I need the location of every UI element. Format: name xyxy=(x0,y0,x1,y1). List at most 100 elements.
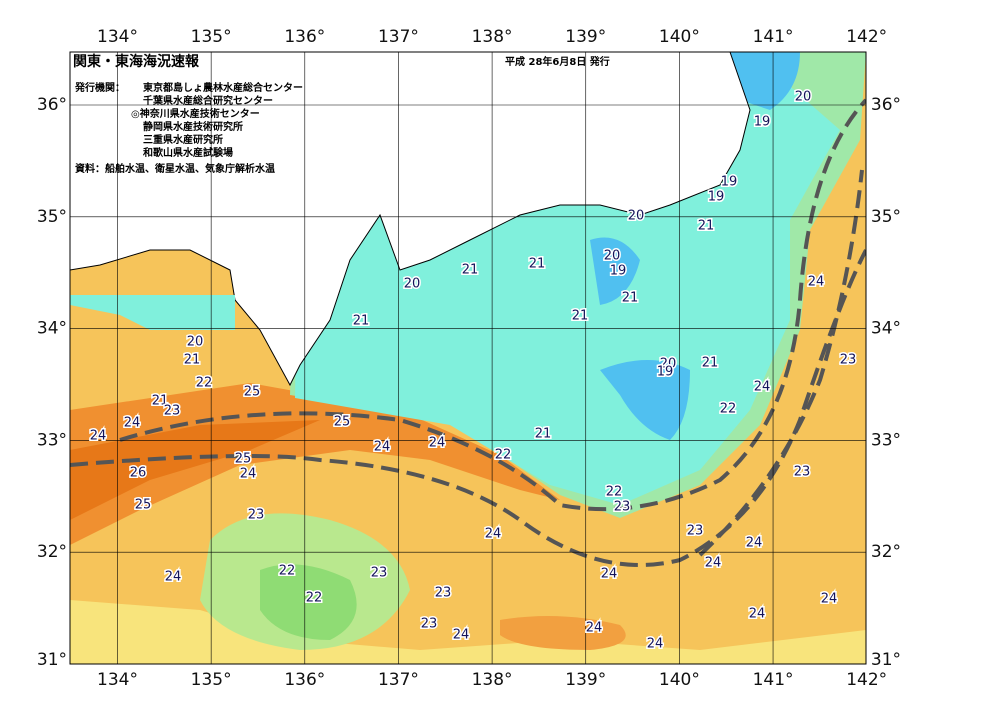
lon-label: 140° xyxy=(659,670,700,690)
kuroshio-core xyxy=(70,420,320,520)
contour-label: 21 xyxy=(152,394,169,409)
contour-label: 20 xyxy=(628,209,645,224)
contour-label: 20 xyxy=(404,277,421,292)
kuroshio xyxy=(70,383,560,545)
contour-label: 23 xyxy=(248,508,265,523)
contour-label: 21 xyxy=(702,356,719,371)
lat-label: 36° xyxy=(37,95,67,115)
sea-layers xyxy=(70,52,866,664)
contour-label: 24 xyxy=(746,536,763,551)
contour-label: 24 xyxy=(374,440,391,455)
issuer: ◎神奈川県水産技術センター xyxy=(131,107,260,120)
lon-label: 142° xyxy=(846,27,887,47)
contour-label: 21 xyxy=(535,427,552,442)
lat-label: 36° xyxy=(871,95,901,115)
contour-label: 24 xyxy=(601,567,618,582)
lon-label: 134° xyxy=(97,27,138,47)
contour-label: 24 xyxy=(124,416,141,431)
contour-label: 19 xyxy=(721,175,738,190)
contour-label: 23 xyxy=(840,353,857,368)
contour-label: 24 xyxy=(754,380,771,395)
lon-label: 141° xyxy=(753,670,794,690)
lon-label: 136° xyxy=(284,27,325,47)
contour-label: 24 xyxy=(647,637,664,652)
issuer: 三重県水産研究所 xyxy=(143,133,223,146)
contour-label: 22 xyxy=(495,448,512,463)
contour-label: 24 xyxy=(453,628,470,643)
source: 資料：船舶水温、衛星水温、気象庁解析水温 xyxy=(75,162,275,175)
contour-label: 21 xyxy=(572,309,589,324)
contour-label: 21 xyxy=(622,291,639,306)
contour-label: 21 xyxy=(529,257,546,272)
lon-label: 141° xyxy=(753,27,794,47)
land xyxy=(70,52,751,387)
lat-label: 34° xyxy=(37,319,67,339)
lon-label: 139° xyxy=(565,27,606,47)
lon-label: 137° xyxy=(378,670,419,690)
contour-label: 25 xyxy=(334,415,351,430)
lat-label: 33° xyxy=(871,430,901,450)
contour-label: 23 xyxy=(435,586,452,601)
date: 平成 28年6月8日 発行 xyxy=(505,55,610,68)
lon-label: 135° xyxy=(191,27,232,47)
contour-label: 24 xyxy=(705,556,722,571)
lon-label: 137° xyxy=(378,27,419,47)
lon-label: 138° xyxy=(472,27,513,47)
contour-label: 21 xyxy=(184,353,201,368)
lon-label: 138° xyxy=(472,670,513,690)
contour-label: 22 xyxy=(306,591,323,606)
sea-orange-patch xyxy=(500,616,626,650)
issuer: 東京都島しょ農林水産総合センター xyxy=(143,81,303,94)
sea-blue xyxy=(590,52,800,440)
contour-label: 24 xyxy=(165,570,182,585)
contour-label: 19 xyxy=(754,115,771,130)
contour-label: 21 xyxy=(462,263,479,278)
contour-label: 23 xyxy=(614,500,631,515)
contour-label: 26 xyxy=(130,466,147,481)
lat-label: 32° xyxy=(871,542,901,562)
lat-label: 32° xyxy=(37,542,67,562)
lon-label: 136° xyxy=(284,670,325,690)
contour-label: 25 xyxy=(135,498,152,513)
lon-label: 140° xyxy=(659,27,700,47)
contour-label: 22 xyxy=(196,376,213,391)
issuer: 千葉県水産総合研究センター xyxy=(143,94,273,107)
lon-label: 139° xyxy=(565,670,606,690)
lat-label: 35° xyxy=(37,207,67,227)
title: 関東・東海海況速報 xyxy=(73,53,200,70)
lat-label: 31° xyxy=(37,650,67,670)
contour-label: 20 xyxy=(795,90,812,105)
contour-label: 22 xyxy=(606,485,623,500)
contour-label: 21 xyxy=(353,314,370,329)
kuroshio-axis xyxy=(70,249,866,567)
contour-label: 24 xyxy=(240,467,257,482)
lon-label: 135° xyxy=(191,670,232,690)
grid xyxy=(70,52,866,664)
lon-label: 134° xyxy=(97,670,138,690)
contour-label: 24 xyxy=(90,429,107,444)
contour-label: 20 xyxy=(660,357,677,372)
lat-label: 31° xyxy=(871,650,901,670)
contour-label: 23 xyxy=(421,617,438,632)
sea-green-core xyxy=(260,564,357,640)
contour-label: 21 xyxy=(698,219,715,234)
lat-label: 35° xyxy=(871,207,901,227)
contour-label: 22 xyxy=(279,564,296,579)
kuroshio-axis xyxy=(119,98,866,512)
map-frame xyxy=(69,51,867,665)
contour-label: 24 xyxy=(749,607,766,622)
contour-label: 24 xyxy=(821,592,838,607)
contour-label: 25 xyxy=(235,452,252,467)
issuer: 和歌山県水産試験場 xyxy=(142,146,233,159)
sea-yellow xyxy=(70,600,866,664)
osaka-bay xyxy=(70,295,235,330)
lat-label: 34° xyxy=(871,319,901,339)
lat-label: 33° xyxy=(37,430,67,450)
contour-label: 22 xyxy=(720,402,737,417)
contour-label: 20 xyxy=(187,335,204,350)
contour-label: 24 xyxy=(586,621,603,636)
lon-label: 142° xyxy=(846,670,887,690)
contour-label: 24 xyxy=(429,436,446,451)
contour-label: 25 xyxy=(244,385,261,400)
